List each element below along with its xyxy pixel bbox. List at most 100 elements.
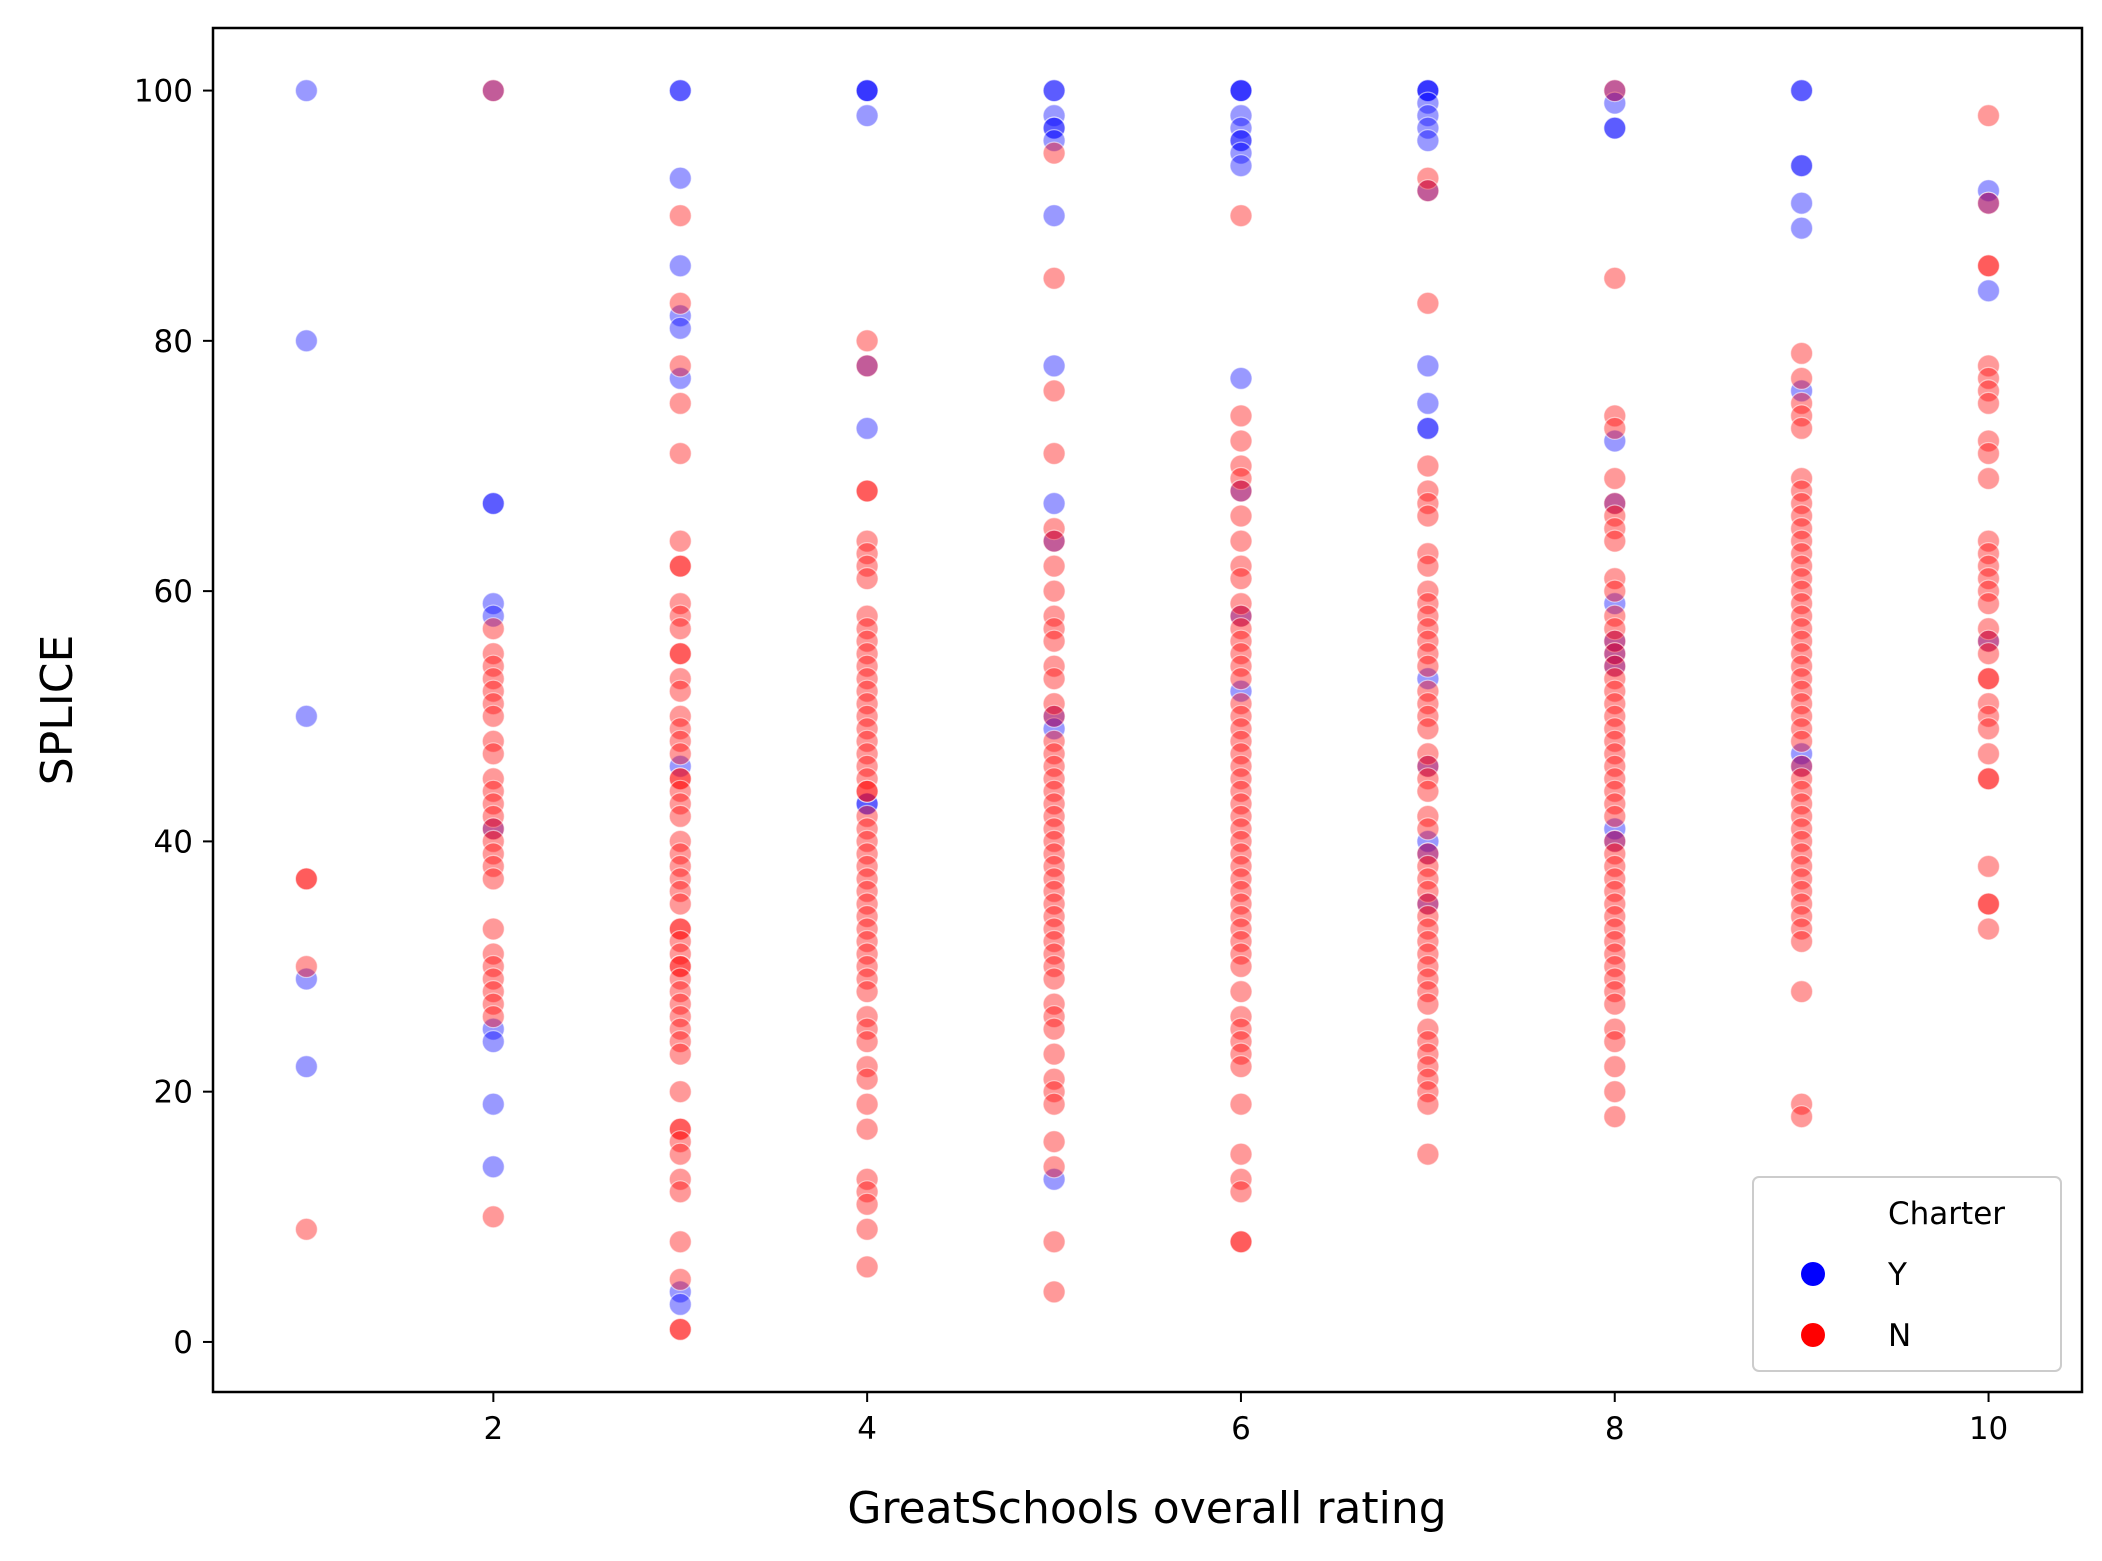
point-n-385 [1976,554,2001,578]
point-n-163 [1042,879,1066,904]
point-y-11 [481,1017,505,1041]
point-y-62 [1416,91,1440,115]
point-n-81 [668,1230,692,1254]
point-n-177 [1042,1092,1066,1116]
point-n-305 [1603,779,1627,803]
point-n-360 [1789,829,1814,854]
point-n-247 [1416,642,1440,666]
point-n-66 [668,954,692,979]
point-n-270 [1416,979,1440,1004]
point-n-278 [1416,1092,1440,1116]
point-n-335 [1789,504,1814,528]
point-y-58 [1229,679,1253,703]
point-y-32 [855,792,879,816]
point-n-14 [481,767,505,791]
point-y-65 [1416,129,1440,153]
point-y-20 [668,316,692,340]
point-n-288 [1603,529,1627,553]
point-y-7 [481,491,505,516]
point-n-246 [1416,629,1440,653]
y-axis: 0 20 40 60 80 100 [134,74,213,1361]
point-n-57 [668,854,692,879]
point-n-307 [1603,804,1627,829]
point-y-40 [1042,354,1066,378]
point-n-2 [294,954,318,979]
point-n-274 [1416,1042,1440,1066]
point-n-355 [1789,767,1814,791]
point-n-245 [1416,617,1440,641]
point-n-38 [668,554,692,578]
point-n-339 [1789,554,1814,578]
point-n-293 [1603,629,1627,653]
point-n-88 [855,479,879,503]
legend-marker-n [1801,1323,1825,1347]
point-n-5 [481,617,505,641]
point-n-315 [1603,917,1627,941]
x-axis-title: GreatSchools overall rating [847,1483,1446,1534]
point-n-346 [1789,642,1814,666]
point-n-18 [481,817,505,841]
point-n-63 [668,929,692,954]
point-n-56 [668,842,692,866]
point-n-166 [1042,917,1066,941]
point-n-366 [1789,904,1814,929]
point-n-394 [1976,692,2001,716]
point-n-96 [855,642,879,666]
point-n-397 [1976,742,2001,766]
point-n-173 [1042,1017,1066,1041]
point-n-225 [1229,1042,1253,1066]
point-n-121 [855,954,879,979]
point-n-17 [481,804,505,829]
point-n-64 [668,942,692,966]
point-n-212 [1229,854,1253,879]
point-n-149 [1042,692,1066,716]
point-n-23 [481,917,505,941]
point-n-287 [1603,516,1627,541]
point-y-63 [1416,103,1440,128]
legend-label-y: Y [1887,1257,1907,1293]
point-n-82 [668,1267,692,1292]
point-y-23 [668,1280,692,1304]
point-n-164 [1042,892,1066,916]
point-y-82 [1603,591,1627,616]
point-n-192 [1229,591,1253,616]
x-tick-label-4: 4 [857,1411,877,1447]
point-n-312 [1603,879,1627,904]
point-n-369 [1789,979,1814,1004]
y-tick-label-40: 40 [154,824,193,860]
point-n-4 [481,78,505,103]
point-n-11 [481,704,505,728]
point-y-39 [1042,204,1066,228]
point-n-223 [1229,1017,1253,1041]
point-y-17 [668,166,692,190]
point-n-337 [1789,529,1814,553]
point-n-168 [1042,942,1066,966]
point-y-67 [1416,354,1440,378]
point-n-329 [1789,391,1814,415]
point-n-213 [1229,867,1253,891]
point-y-92 [1789,191,1814,215]
point-n-367 [1789,917,1814,941]
point-n-154 [1042,767,1066,791]
point-n-332 [1789,466,1814,491]
point-n-153 [1042,754,1066,778]
point-n-165 [1042,904,1066,929]
point-n-55 [668,829,692,854]
point-n-106 [855,767,879,791]
point-n-145 [1042,617,1066,641]
point-n-318 [1603,954,1627,979]
point-n-131 [855,1167,879,1191]
point-n-324 [1603,1054,1627,1079]
point-n-129 [855,1092,879,1116]
point-n-59 [668,879,692,904]
point-n-210 [1229,829,1253,854]
point-n-16 [481,792,505,816]
point-n-279 [1416,1142,1440,1166]
point-n-380 [1976,429,2001,453]
point-n-170 [1042,967,1066,991]
point-n-248 [1416,654,1440,678]
point-n-184 [1229,429,1253,453]
point-n-54 [668,804,692,829]
point-n-261 [1416,867,1440,891]
point-n-33 [668,354,692,378]
